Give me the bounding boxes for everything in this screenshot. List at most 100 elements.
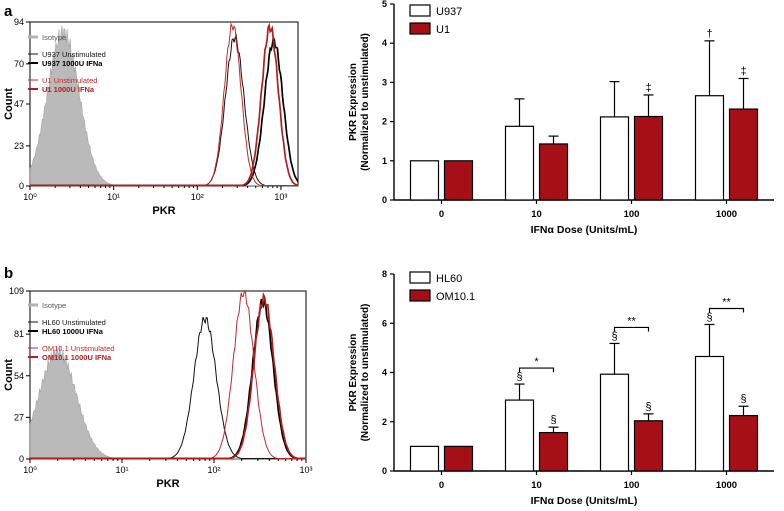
x-tick-label: 10 (531, 480, 542, 491)
y-tick-label: 94 (14, 17, 24, 27)
y-tick-label: 3 (382, 77, 387, 87)
y-tick-label: 109 (9, 286, 24, 296)
legend-label: HL60 (436, 273, 462, 285)
y-axis-label: Count (3, 359, 15, 391)
x-tick-label: 100 (624, 209, 640, 220)
x-tick-label: 10² (207, 465, 220, 475)
y-tick-label: 8 (382, 269, 387, 279)
legend-label: U1 Unstimulated (42, 76, 97, 85)
legend-label: U1 (436, 24, 450, 36)
significance-symbol: § (516, 371, 522, 383)
legend-swatch (409, 4, 431, 17)
y-tick-label: 0 (19, 181, 24, 191)
bar (538, 143, 569, 201)
legend-label: Isotype (42, 33, 66, 42)
y-axis-label-line1: PKR Expression (348, 334, 359, 412)
x-tick-label: 10¹ (107, 192, 120, 202)
x-tick-label: 10⁰ (23, 192, 37, 202)
comparison-stars: ** (627, 315, 636, 327)
y-tick-label: 27 (14, 412, 24, 422)
significance-symbol: § (550, 414, 556, 426)
x-axis-label: IFNα Dose (Units/mL) (531, 495, 638, 506)
y-tick-label: 4 (382, 38, 387, 48)
y-axis-label: Count (3, 88, 15, 120)
legend-swatch (409, 271, 431, 284)
legend-swatch (409, 289, 431, 302)
x-tick-label: 100 (624, 480, 640, 491)
legend-label: U937 1000U IFNa (42, 59, 103, 68)
x-tick-label: 10⁰ (23, 465, 37, 475)
y-tick-label: 2 (382, 417, 387, 427)
y-tick-label: 54 (14, 371, 24, 381)
significance-symbol: § (645, 401, 651, 413)
bar (599, 116, 630, 201)
legend-label: U1 1000U IFNa (42, 85, 95, 94)
panel-label-b: b (4, 265, 13, 282)
bar (409, 160, 440, 201)
histogram-b: 10⁰ 10¹ 10² 10³ 0 27 54 81 109 PKR Count Isotype HL6… (3, 286, 313, 490)
y-axis-label-line1: PKR Expression (348, 63, 359, 141)
y-tick-label: 0 (382, 195, 387, 205)
x-tick-label: 0 (439, 209, 444, 220)
bar (443, 445, 474, 472)
legend-label: OM10.1 1000U IFNa (42, 353, 112, 362)
legend-label: OM10.1 Unstimulated (42, 344, 115, 353)
y-tick-label: 0 (19, 454, 24, 464)
comparison-stars: ** (722, 296, 731, 308)
y-tick-label: 0 (382, 466, 387, 476)
legend-label: HL60 1000U IFNa (42, 327, 104, 336)
bar-chart-a: 0 1 2 3 4 5 0 10 100 1000 ‡ † ‡ IFNα Dose (Units/mL) P… (348, 0, 774, 236)
significance-symbol: ‡ (645, 82, 651, 94)
histogram-curve (30, 22, 299, 187)
y-axis-label-line2: (Normalized to unstimulated) (360, 33, 371, 171)
comparison-bracket (613, 326, 650, 332)
bar (599, 373, 630, 472)
comparison-bracket (518, 367, 555, 373)
y-tick-label: 70 (14, 59, 24, 69)
significance-symbol: § (611, 330, 617, 342)
x-tick-label: 10³ (299, 465, 312, 475)
legend-label: HL60 Unstimulated (42, 318, 106, 327)
x-tick-label: 10 (531, 209, 542, 220)
significance-symbol: § (706, 311, 712, 323)
legend-label: U937 (436, 6, 462, 18)
legend-label: Isotype (42, 301, 66, 310)
significance-symbol: † (706, 28, 712, 40)
bar (504, 399, 535, 472)
bar (504, 125, 535, 201)
y-tick-label: 6 (382, 318, 387, 328)
bar (409, 445, 440, 472)
y-tick-label: 81 (14, 329, 24, 339)
y-tick-label: 1 (382, 156, 387, 166)
bar (728, 414, 759, 472)
y-tick-label: 2 (382, 117, 387, 127)
bar (633, 420, 664, 472)
y-tick-label: 47 (14, 99, 24, 109)
histogram-curve (30, 292, 306, 460)
comparison-stars: * (534, 356, 539, 368)
bar (443, 160, 474, 201)
legend-label: OM10.1 (436, 291, 475, 303)
x-axis-label: IFNα Dose (Units/mL) (531, 224, 638, 236)
significance-symbol: § (740, 393, 746, 405)
y-tick-label: 23 (14, 141, 24, 151)
bar (728, 108, 759, 201)
x-tick-label: 1000 (716, 480, 737, 491)
x-tick-label: 1000 (716, 209, 737, 220)
x-axis-label: PKR (152, 205, 175, 217)
y-axis-label-line2: (Normalized to unstimulated) (360, 304, 371, 442)
histogram-a: 10⁰ 10¹ 10² 10³ 0 23 47 70 94 PKR Count Isotype U937… (3, 17, 299, 217)
bar (694, 355, 725, 472)
y-tick-label: 4 (382, 368, 387, 378)
x-tick-label: 10³ (274, 192, 287, 202)
bar (538, 431, 569, 472)
significance-symbol: ‡ (740, 65, 746, 77)
comparison-bracket (708, 307, 745, 313)
x-axis-label: PKR (156, 478, 179, 490)
x-tick-label: 10² (191, 192, 204, 202)
y-tick-label: 5 (382, 0, 387, 9)
legend-swatch (409, 22, 431, 35)
